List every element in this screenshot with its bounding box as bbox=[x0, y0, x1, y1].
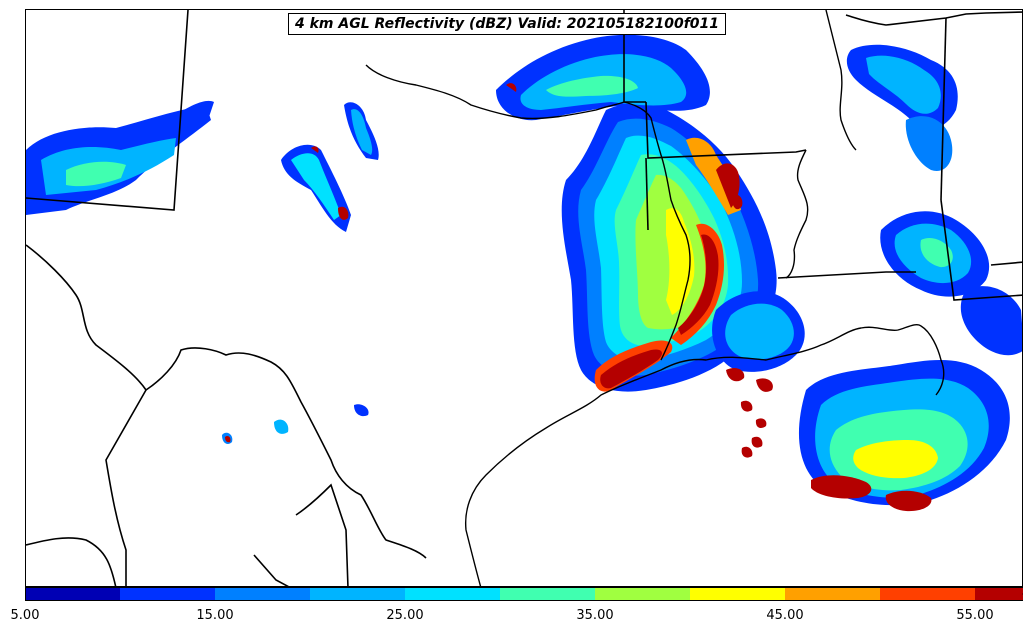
colorbar-tick-label: 45.00 bbox=[766, 608, 804, 623]
colorbar-tick-label: 15.00 bbox=[196, 608, 234, 623]
reflectivity-north bbox=[496, 34, 710, 121]
map-title: 4 km AGL Reflectivity (dBZ) Valid: 20210… bbox=[288, 13, 727, 35]
colorbar-segment bbox=[975, 587, 1023, 601]
colorbar-segment bbox=[690, 587, 785, 601]
colorbar-segment bbox=[405, 587, 500, 601]
colorbar-segment bbox=[880, 587, 975, 601]
colorbar-segment bbox=[500, 587, 595, 601]
colorbar-segment bbox=[785, 587, 880, 601]
reflectivity-nw bbox=[26, 100, 214, 215]
reflectivity-map bbox=[26, 10, 1022, 586]
colorbar-tick-label: 5.00 bbox=[10, 608, 40, 623]
reflectivity-squall-line bbox=[561, 104, 777, 392]
colorbar-segment bbox=[310, 587, 405, 601]
reflectivity-east bbox=[846, 44, 1022, 356]
reflectivity-isolated bbox=[222, 404, 369, 444]
colorbar-tick-label: 25.00 bbox=[386, 608, 424, 623]
coastline bbox=[365, 10, 945, 586]
colorbar-segment bbox=[120, 587, 215, 601]
reflectivity-w-central bbox=[281, 102, 379, 232]
colorbar-segment bbox=[595, 587, 690, 601]
colorbar-tick-label: 35.00 bbox=[576, 608, 614, 623]
reflectivity-southeast bbox=[712, 291, 1010, 512]
state-borders bbox=[26, 10, 1022, 586]
map-panel bbox=[25, 9, 1023, 587]
colorbar bbox=[25, 587, 1023, 601]
colorbar-tick-label: 55.00 bbox=[956, 608, 994, 623]
colorbar-outline bbox=[25, 587, 1023, 601]
colorbar-segment bbox=[25, 587, 120, 601]
colorbar-segment bbox=[215, 587, 310, 601]
